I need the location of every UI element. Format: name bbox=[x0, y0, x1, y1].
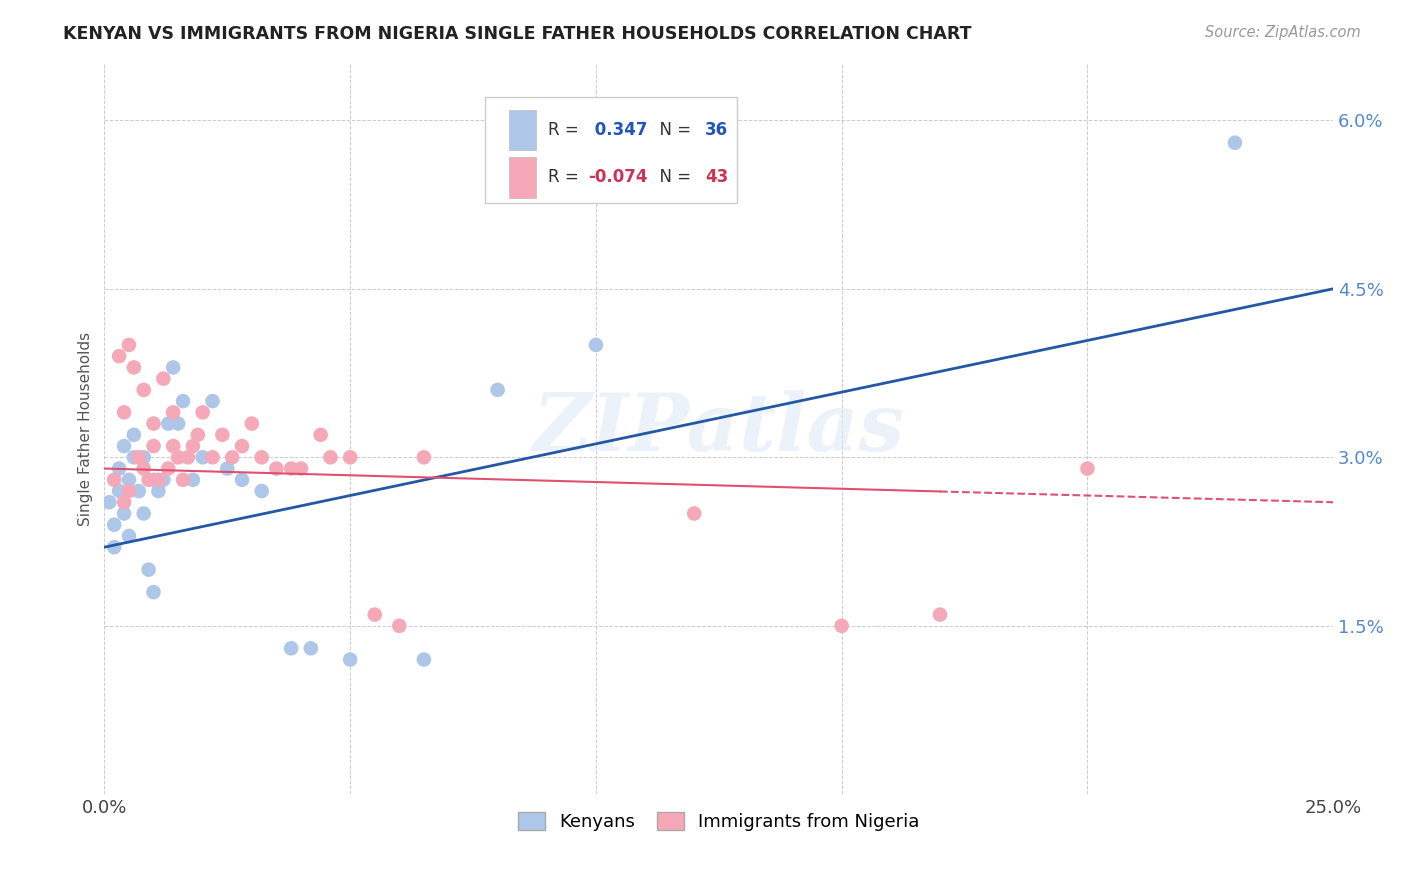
Point bbox=[167, 417, 190, 431]
Point bbox=[98, 495, 121, 509]
Text: N =: N = bbox=[648, 169, 696, 186]
FancyBboxPatch shape bbox=[509, 157, 536, 197]
Point bbox=[217, 461, 239, 475]
Point bbox=[486, 383, 509, 397]
Point bbox=[280, 641, 302, 656]
Point bbox=[187, 427, 209, 442]
Point bbox=[339, 652, 361, 666]
Point bbox=[231, 473, 253, 487]
Point bbox=[290, 461, 312, 475]
Text: Source: ZipAtlas.com: Source: ZipAtlas.com bbox=[1205, 25, 1361, 40]
Point bbox=[108, 349, 131, 363]
Point bbox=[142, 417, 165, 431]
Point bbox=[132, 383, 155, 397]
Point bbox=[412, 450, 434, 465]
Point bbox=[388, 619, 411, 633]
Point bbox=[221, 450, 243, 465]
Point bbox=[122, 360, 145, 375]
Point bbox=[128, 450, 150, 465]
Point bbox=[108, 483, 131, 498]
Point bbox=[118, 473, 141, 487]
Point bbox=[191, 405, 214, 419]
Text: R =: R = bbox=[548, 169, 583, 186]
Point bbox=[112, 507, 135, 521]
Point bbox=[1223, 136, 1246, 150]
Point bbox=[339, 450, 361, 465]
Point bbox=[118, 529, 141, 543]
Point bbox=[299, 641, 322, 656]
Point bbox=[240, 417, 263, 431]
Point bbox=[319, 450, 342, 465]
Point bbox=[201, 450, 224, 465]
Text: 0.347: 0.347 bbox=[589, 121, 647, 139]
Text: -0.074: -0.074 bbox=[589, 169, 648, 186]
Point bbox=[280, 461, 302, 475]
Point bbox=[201, 394, 224, 409]
Point bbox=[148, 473, 170, 487]
Point bbox=[132, 507, 155, 521]
Point bbox=[132, 461, 155, 475]
Point bbox=[250, 483, 273, 498]
Point bbox=[152, 473, 174, 487]
Point bbox=[231, 439, 253, 453]
Point bbox=[191, 450, 214, 465]
Point bbox=[122, 450, 145, 465]
Point bbox=[103, 540, 125, 554]
FancyBboxPatch shape bbox=[509, 110, 536, 150]
Point bbox=[138, 563, 160, 577]
Point bbox=[162, 405, 184, 419]
Point bbox=[122, 427, 145, 442]
Point bbox=[112, 439, 135, 453]
Point bbox=[142, 585, 165, 599]
Point bbox=[929, 607, 952, 622]
Point bbox=[157, 461, 180, 475]
Point bbox=[172, 394, 194, 409]
Point bbox=[142, 473, 165, 487]
Point bbox=[181, 439, 204, 453]
Point bbox=[162, 360, 184, 375]
Point bbox=[683, 507, 706, 521]
Point bbox=[118, 338, 141, 352]
Point bbox=[148, 483, 170, 498]
Point bbox=[112, 495, 135, 509]
Point bbox=[103, 473, 125, 487]
Point bbox=[128, 483, 150, 498]
Text: 36: 36 bbox=[706, 121, 728, 139]
Point bbox=[412, 652, 434, 666]
Point bbox=[108, 461, 131, 475]
Point bbox=[831, 619, 853, 633]
Point bbox=[118, 483, 141, 498]
Point bbox=[266, 461, 288, 475]
Point bbox=[142, 439, 165, 453]
Point bbox=[181, 473, 204, 487]
Point bbox=[138, 473, 160, 487]
Text: 43: 43 bbox=[706, 169, 728, 186]
Text: N =: N = bbox=[648, 121, 696, 139]
Point bbox=[132, 450, 155, 465]
Text: R =: R = bbox=[548, 121, 583, 139]
Y-axis label: Single Father Households: Single Father Households bbox=[79, 332, 93, 526]
Legend: Kenyans, Immigrants from Nigeria: Kenyans, Immigrants from Nigeria bbox=[509, 804, 929, 840]
Point bbox=[1076, 461, 1098, 475]
Point bbox=[250, 450, 273, 465]
Point bbox=[162, 439, 184, 453]
FancyBboxPatch shape bbox=[485, 97, 737, 202]
Point bbox=[364, 607, 387, 622]
Text: KENYAN VS IMMIGRANTS FROM NIGERIA SINGLE FATHER HOUSEHOLDS CORRELATION CHART: KENYAN VS IMMIGRANTS FROM NIGERIA SINGLE… bbox=[63, 25, 972, 43]
Text: ZIPatlas: ZIPatlas bbox=[533, 391, 905, 468]
Point bbox=[211, 427, 233, 442]
Point bbox=[172, 473, 194, 487]
Point bbox=[103, 517, 125, 532]
Point bbox=[585, 338, 607, 352]
Point bbox=[152, 372, 174, 386]
Point bbox=[157, 417, 180, 431]
Point bbox=[177, 450, 200, 465]
Point bbox=[167, 450, 190, 465]
Point bbox=[112, 405, 135, 419]
Point bbox=[309, 427, 332, 442]
